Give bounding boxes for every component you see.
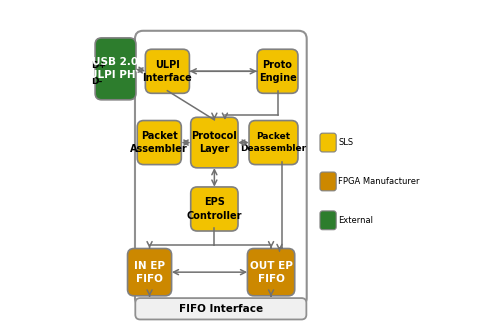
Text: ULPI
Interface: ULPI Interface xyxy=(142,60,192,83)
FancyBboxPatch shape xyxy=(190,187,238,231)
FancyBboxPatch shape xyxy=(146,49,190,93)
Text: USB 2.0
ULPI PHY: USB 2.0 ULPI PHY xyxy=(88,57,142,80)
Text: Packet
Deassembler: Packet Deassembler xyxy=(240,132,306,153)
FancyBboxPatch shape xyxy=(320,172,336,191)
FancyBboxPatch shape xyxy=(257,49,298,93)
Text: EPS
Controller: EPS Controller xyxy=(186,197,242,221)
FancyBboxPatch shape xyxy=(320,133,336,152)
Text: OUT EP
FIFO: OUT EP FIFO xyxy=(250,260,292,284)
FancyBboxPatch shape xyxy=(95,38,136,100)
Text: FIFO Interface: FIFO Interface xyxy=(179,304,263,314)
Text: Proto
Engine: Proto Engine xyxy=(258,60,296,83)
Text: Packet
Assembler: Packet Assembler xyxy=(130,131,188,154)
FancyBboxPatch shape xyxy=(128,249,172,296)
Text: D+: D+ xyxy=(91,61,106,70)
Text: D-: D- xyxy=(91,77,102,86)
Text: FPGA Manufacturer: FPGA Manufacturer xyxy=(338,177,419,186)
Text: Protocol
Layer: Protocol Layer xyxy=(192,131,237,154)
Text: IN EP
FIFO: IN EP FIFO xyxy=(134,260,165,284)
Text: External: External xyxy=(338,216,373,225)
FancyBboxPatch shape xyxy=(249,121,298,165)
FancyBboxPatch shape xyxy=(248,249,294,296)
FancyBboxPatch shape xyxy=(137,121,182,165)
FancyBboxPatch shape xyxy=(320,211,336,230)
Text: SLS: SLS xyxy=(338,138,353,147)
FancyBboxPatch shape xyxy=(190,117,238,168)
FancyBboxPatch shape xyxy=(136,298,306,319)
FancyBboxPatch shape xyxy=(135,31,306,306)
